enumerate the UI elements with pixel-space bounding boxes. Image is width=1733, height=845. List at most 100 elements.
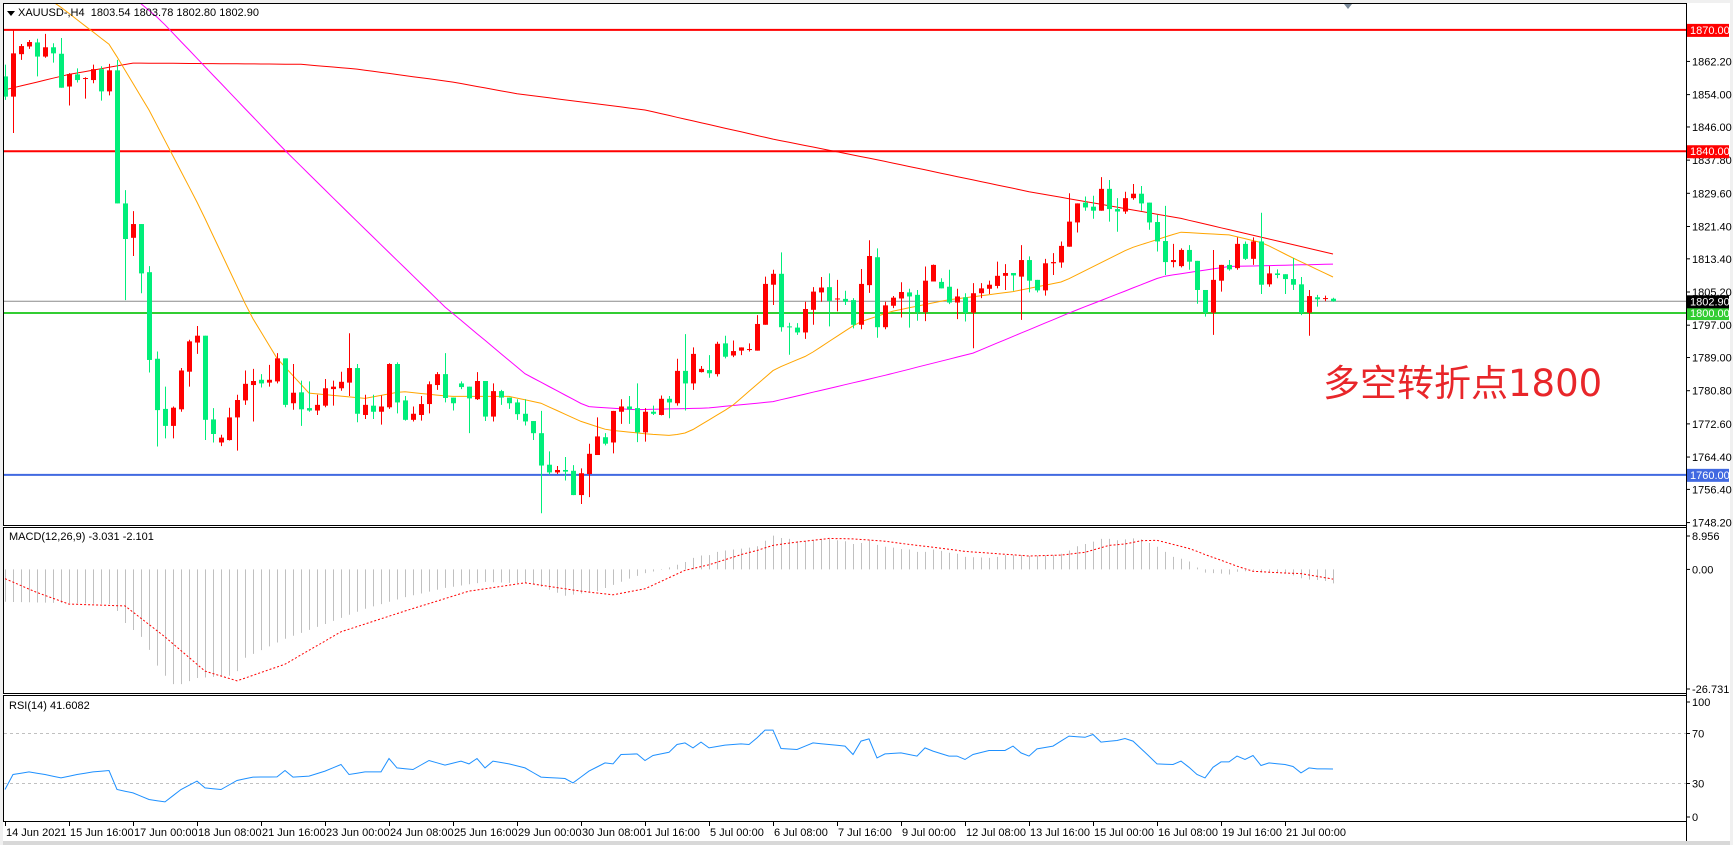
candle-body: [1051, 262, 1056, 264]
candle: [1099, 177, 1104, 211]
candle: [203, 335, 208, 441]
candle: [1035, 279, 1040, 293]
candle: [979, 283, 984, 299]
candle: [99, 66, 104, 101]
candle-body: [907, 292, 912, 297]
candle: [107, 63, 112, 96]
candle-body: [843, 298, 848, 302]
candle: [1107, 179, 1112, 222]
candle-body: [883, 305, 888, 328]
candle-body: [1027, 260, 1032, 281]
bid-price-label-box: [1687, 295, 1729, 309]
chart-menu-triangle-icon[interactable]: [7, 11, 15, 16]
candle: [499, 389, 504, 405]
candle: [179, 368, 184, 412]
price-axis-label: 1797.00: [1692, 320, 1732, 332]
candle-body: [867, 256, 872, 286]
candle: [435, 372, 440, 390]
candle: [403, 395, 408, 421]
candle: [1067, 193, 1072, 247]
rsi-line: [4, 729, 1334, 803]
candle: [155, 351, 160, 447]
candle: [787, 322, 792, 355]
candle-body: [531, 421, 536, 434]
candle-body: [83, 78, 88, 80]
candle-body: [1155, 222, 1160, 242]
candle-body: [547, 464, 552, 473]
candle-body: [683, 370, 688, 384]
chart-shift-triangle-icon[interactable]: [1344, 4, 1352, 9]
time-axis-label: 6 Jul 08:00: [774, 827, 828, 839]
candle-body: [475, 380, 480, 400]
candle-body: [1003, 272, 1008, 276]
bottom-scroll-area[interactable]: [3, 841, 1730, 845]
candle: [523, 399, 528, 426]
time-axis-label: 25 Jun 16:00: [454, 827, 518, 839]
candle: [443, 353, 448, 403]
candle-body: [539, 433, 544, 466]
candle-body: [235, 400, 240, 418]
candle: [643, 408, 648, 442]
candle-body: [1171, 260, 1176, 263]
candle-body: [971, 293, 976, 313]
candle: [1163, 205, 1168, 276]
candle: [171, 406, 176, 439]
rsi-axis-label: 70: [1692, 729, 1704, 741]
candle: [619, 399, 624, 424]
candle-body: [35, 42, 40, 57]
candle: [627, 395, 632, 424]
candle-body: [1107, 188, 1112, 210]
rsi-axis-label: 100: [1692, 697, 1710, 709]
candle: [1011, 272, 1016, 291]
candle-body: [1323, 298, 1328, 300]
candle: [763, 276, 768, 325]
candle: [1291, 258, 1296, 290]
candle-body: [931, 264, 936, 282]
candle-body: [1331, 298, 1336, 302]
candle-body: [1275, 273, 1280, 276]
price-panel-plot[interactable]: [3, 0, 1686, 514]
candle-body: [651, 411, 656, 414]
candle: [251, 368, 256, 422]
candle: [835, 279, 840, 312]
candle: [1251, 237, 1256, 265]
candle-body: [715, 343, 720, 375]
candle: [1083, 196, 1088, 211]
candle: [419, 395, 424, 421]
time-axis-label: 21 Jun 16:00: [262, 827, 326, 839]
candle-body: [491, 391, 496, 417]
candle-body: [1211, 279, 1216, 313]
candle: [83, 77, 88, 99]
candle-body: [411, 413, 416, 420]
rsi-panel-plot[interactable]: [4, 729, 1686, 803]
candle-body: [755, 323, 760, 351]
time-axis-label: 23 Jun 00:00: [326, 827, 390, 839]
candle: [507, 397, 512, 409]
candle-body: [955, 296, 960, 303]
candle: [67, 73, 72, 106]
candle: [859, 268, 864, 330]
candle: [267, 364, 272, 387]
macd-panel-plot[interactable]: [4, 535, 1334, 685]
candle-body: [1099, 188, 1104, 211]
candle: [355, 364, 360, 423]
candle-body: [51, 47, 56, 54]
candle-body: [1307, 296, 1312, 313]
price-axis-label: 1780.80: [1692, 386, 1732, 398]
rsi-axis-label: 30: [1692, 779, 1704, 791]
price-axis-label: 1829.60: [1692, 188, 1732, 200]
candle: [219, 434, 224, 447]
candle-body: [771, 273, 776, 285]
candle: [571, 465, 576, 496]
price-line-label: 1840.00: [1690, 146, 1730, 158]
candle-body: [147, 272, 152, 360]
candle: [1195, 260, 1200, 304]
candle-body: [923, 280, 928, 313]
time-axis-label: 24 Jun 08:00: [390, 827, 454, 839]
candle: [1091, 195, 1096, 219]
candle: [1323, 295, 1328, 302]
candle-body: [347, 368, 352, 383]
candle-body: [75, 74, 80, 81]
candle: [123, 190, 128, 301]
